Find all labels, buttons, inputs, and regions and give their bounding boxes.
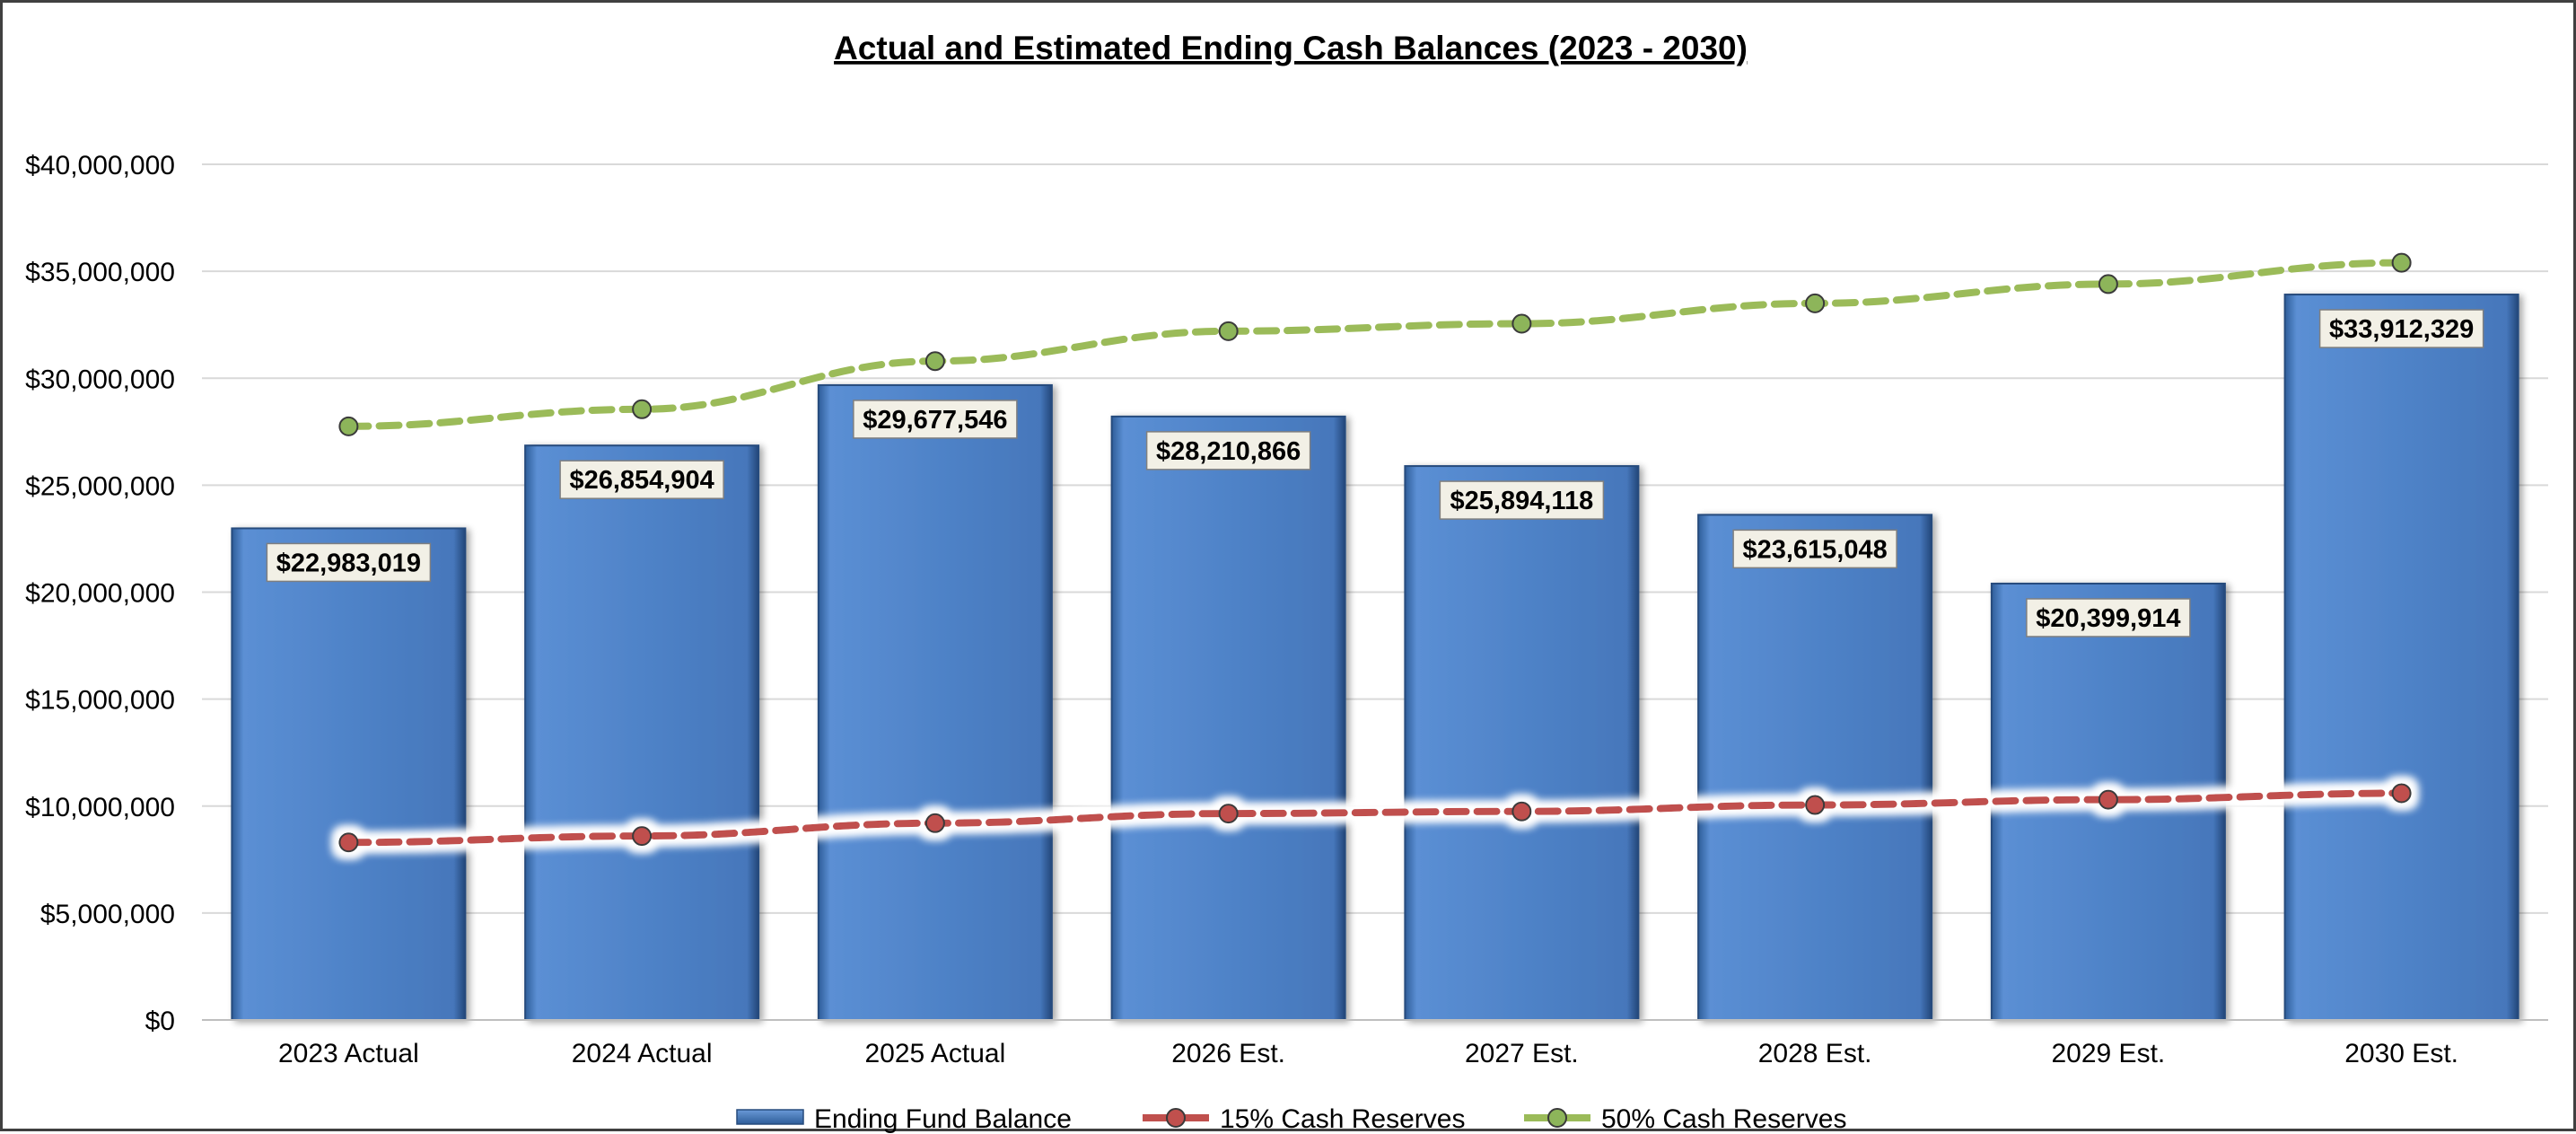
bar-data-label: $26,854,904 — [559, 460, 724, 499]
y-tick-label: $35,000,000 — [25, 258, 175, 287]
bar-data-label: $28,210,866 — [1145, 431, 1311, 470]
data-label-box — [2318, 309, 2484, 348]
bar-data-label: $29,677,546 — [853, 400, 1018, 439]
x-tick-label: 2030 Est. — [2344, 1039, 2458, 1068]
data-point — [924, 351, 945, 372]
legend: Ending Fund Balance 15% Cash Reserves 50% … — [736, 1104, 1846, 1134]
data-point — [338, 832, 359, 853]
series-line — [345, 789, 2405, 847]
bar — [1697, 514, 1933, 1021]
bar — [2283, 294, 2519, 1021]
x-tick-label: 2026 Est. — [1171, 1039, 1285, 1068]
data-label-box — [853, 400, 1018, 439]
data-point — [1511, 313, 1532, 334]
y-tick-label: $30,000,000 — [25, 365, 175, 394]
data-label-text: $29,677,546 — [863, 406, 1007, 435]
data-label-box — [1145, 431, 1311, 470]
y-tick-label: $25,000,000 — [25, 471, 175, 501]
bar-data-label: $20,399,914 — [2026, 598, 2191, 637]
x-tick-label: 2027 Est. — [1465, 1039, 1579, 1068]
bar-data-label: $33,912,329 — [2318, 309, 2484, 348]
bar-data-labels: $22,983,019 $26,854,904 $29,677,546 $28,210… — [266, 309, 2484, 637]
x-tick-label: 2024 Actual — [572, 1039, 713, 1068]
data-label-text: $28,210,866 — [1156, 437, 1301, 466]
bar — [524, 444, 760, 1022]
data-point — [1511, 801, 1532, 822]
legend-label: 50% Cash Reserves — [1601, 1104, 1846, 1134]
y-tick-label: $20,000,000 — [25, 579, 175, 609]
data-point — [2098, 274, 2118, 294]
data-point — [632, 826, 653, 847]
x-tick-label: 2028 Est. — [1758, 1039, 1872, 1068]
data-point — [1218, 804, 1239, 824]
data-point — [2391, 783, 2412, 804]
data-label-text: $26,854,904 — [569, 466, 714, 495]
legend-item-2: 50% Cash Reserves — [1524, 1104, 1846, 1134]
data-point — [2098, 789, 2118, 810]
line-series-1 — [338, 783, 2412, 853]
bar-data-label: $23,615,048 — [1732, 529, 1897, 569]
legend-label: Ending Fund Balance — [814, 1104, 1072, 1134]
legend-swatch — [736, 1109, 804, 1125]
data-point — [2391, 252, 2412, 273]
data-label-text: $25,894,118 — [1450, 487, 1594, 515]
y-axis-tick-labels: $0 $5,000,000 $10,000,000 $15,000,000 $20,00… — [25, 151, 175, 1036]
line-series-2 — [338, 252, 2412, 436]
y-tick-label: $5,000,000 — [40, 900, 175, 929]
bar — [1404, 465, 1640, 1021]
bar-series — [231, 294, 2519, 1022]
chart-title: Actual and Estimated Ending Cash Balance… — [834, 30, 1748, 66]
y-tick-label: $10,000,000 — [25, 793, 175, 822]
data-label-text: $23,615,048 — [1742, 535, 1887, 564]
bar-data-label: $25,894,118 — [1439, 480, 1605, 520]
data-label-text: $33,912,329 — [2329, 315, 2474, 344]
legend-marker — [1547, 1108, 1567, 1128]
data-point — [1218, 321, 1239, 341]
data-point — [924, 813, 945, 833]
data-label-box — [559, 460, 724, 499]
y-tick-label: $40,000,000 — [25, 151, 175, 180]
y-tick-label: $0 — [145, 1007, 175, 1036]
legend-label: 15% Cash Reserves — [1220, 1104, 1465, 1134]
legend-item-0: Ending Fund Balance — [736, 1104, 1072, 1134]
x-tick-label: 2025 Actual — [864, 1039, 1005, 1068]
bar — [817, 383, 1053, 1021]
series-line — [345, 259, 2405, 430]
line-series — [338, 252, 2412, 853]
data-label-box — [2026, 598, 2191, 637]
data-label-text: $22,983,019 — [276, 549, 421, 577]
bar — [231, 527, 467, 1021]
data-label-text: $20,399,914 — [2036, 604, 2180, 633]
y-tick-label: $15,000,000 — [25, 686, 175, 716]
bar-data-label: $22,983,019 — [266, 542, 432, 583]
data-label-box — [1732, 529, 1897, 569]
x-tick-label: 2023 Actual — [278, 1039, 419, 1068]
data-label-box — [1439, 480, 1605, 520]
legend-item-1: 15% Cash Reserves — [1143, 1104, 1465, 1134]
x-tick-label: 2029 Est. — [2051, 1039, 2165, 1068]
bar — [1110, 415, 1346, 1022]
data-point — [632, 399, 653, 419]
x-axis-tick-labels: 2023 Actual 2024 Actual 2025 Actual 2026 Es… — [278, 1039, 2458, 1068]
data-label-box — [266, 542, 432, 583]
data-point — [1805, 293, 1826, 313]
cash-balance-chart: Actual and Estimated Ending Cash Balance… — [25, 30, 2548, 1134]
legend-marker — [1166, 1108, 1186, 1128]
data-point — [1805, 795, 1826, 815]
data-point — [338, 416, 359, 436]
